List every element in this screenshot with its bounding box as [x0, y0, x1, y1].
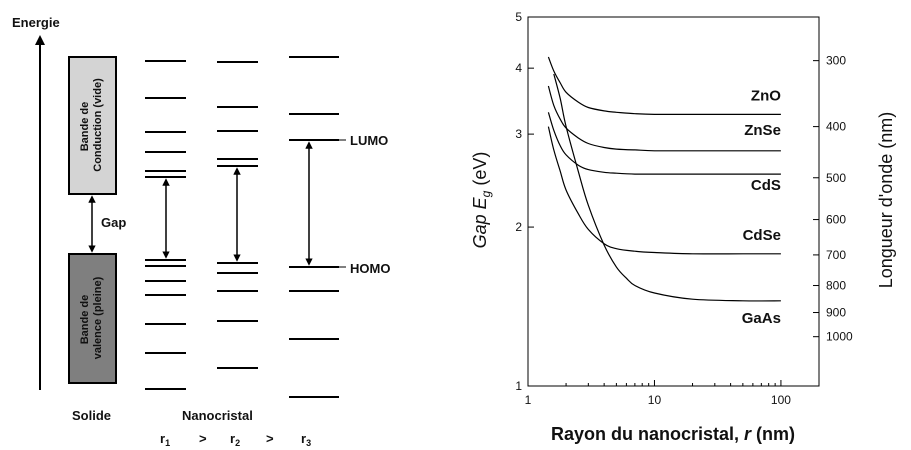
y-axis-title: Gap Eg (eV) [470, 152, 493, 249]
valence-band-box [68, 253, 117, 384]
nanocrystal-label: Nanocristal [182, 408, 253, 423]
series-line-znse [547, 85, 781, 152]
series-label-zno: ZnO [751, 87, 781, 104]
conduction-band-box [68, 56, 117, 195]
y2-tick-label: 900 [826, 306, 846, 320]
lumo-label: LUMO [350, 133, 388, 148]
greater-than-1: > [199, 431, 207, 446]
y2-tick-label: 300 [826, 54, 846, 68]
x-axis-ticks: 1 10 100 [525, 380, 820, 407]
valence-band-label-line2: valence (pleine) [92, 276, 104, 359]
series-label-cds: CdS [751, 177, 781, 194]
x-tick-label: 100 [771, 393, 791, 407]
series-labels: ZnO ZnSe CdS CdSe GaAs [742, 87, 782, 326]
conduction-band-label-line1: Bande de [79, 102, 91, 152]
y2-tick-label: 1000 [826, 330, 853, 344]
y2-tick-label: 600 [826, 213, 846, 227]
y-tick-label: 4 [515, 61, 522, 75]
series-line-zno [547, 56, 781, 116]
greater-than-2: > [266, 431, 274, 446]
y-axis-ticks: 1 2 3 4 5 [515, 10, 534, 393]
gap-vs-radius-chart: 1 10 100 1 2 3 4 5 300 400 500 600 700 800 900 1000 Z… [470, 10, 896, 444]
conduction-band-label-line2: Conduction (vide) [92, 78, 104, 172]
radius-ordering: r1 > r2 > r3 [160, 431, 311, 448]
y-tick-label: 3 [515, 127, 522, 141]
y-tick-label: 1 [515, 379, 522, 393]
plot-frame [527, 16, 820, 387]
levels-r3 [289, 56, 339, 398]
series-label-cdse: CdSe [743, 227, 781, 244]
y-tick-label: 2 [515, 220, 522, 234]
x-axis-title: Rayon du nanocristal, r (nm) [551, 424, 795, 444]
series-label-znse: ZnSe [744, 122, 781, 139]
y2-tick-label: 700 [826, 248, 846, 262]
levels-r1 [145, 60, 186, 390]
y2-axis-ticks: 300 400 500 600 700 800 900 1000 [813, 54, 853, 344]
radius-r2: r2 [230, 431, 240, 448]
y2-tick-label: 400 [826, 120, 846, 134]
radius-r3: r3 [301, 431, 311, 448]
solid-label: Solide [72, 408, 111, 423]
y2-tick-label: 500 [826, 171, 846, 185]
series-label-gaas: GaAs [742, 310, 781, 327]
valence-band-label: Bande de valence (pleine) [79, 276, 104, 359]
energy-level-diagram: Energie Bande de Conduction (vide) Bande… [12, 15, 390, 448]
energy-axis-label: Energie [12, 15, 60, 30]
valence-band-label-line1: Bande de [79, 295, 91, 345]
gap-label: Gap [101, 215, 126, 230]
y2-axis-title: Longueur d'onde (nm) [876, 112, 896, 289]
series-line-cds [547, 112, 781, 175]
y2-tick-label: 800 [826, 279, 846, 293]
series-line-gaas [553, 73, 781, 302]
x-tick-label: 10 [648, 393, 662, 407]
series-lines [547, 56, 781, 302]
conduction-band-label: Bande de Conduction (vide) [79, 78, 104, 172]
homo-label: HOMO [350, 261, 390, 276]
radius-r1: r1 [160, 431, 170, 448]
x-tick-label: 1 [525, 393, 532, 407]
y-tick-label: 5 [515, 10, 522, 24]
levels-r2 [217, 61, 258, 369]
